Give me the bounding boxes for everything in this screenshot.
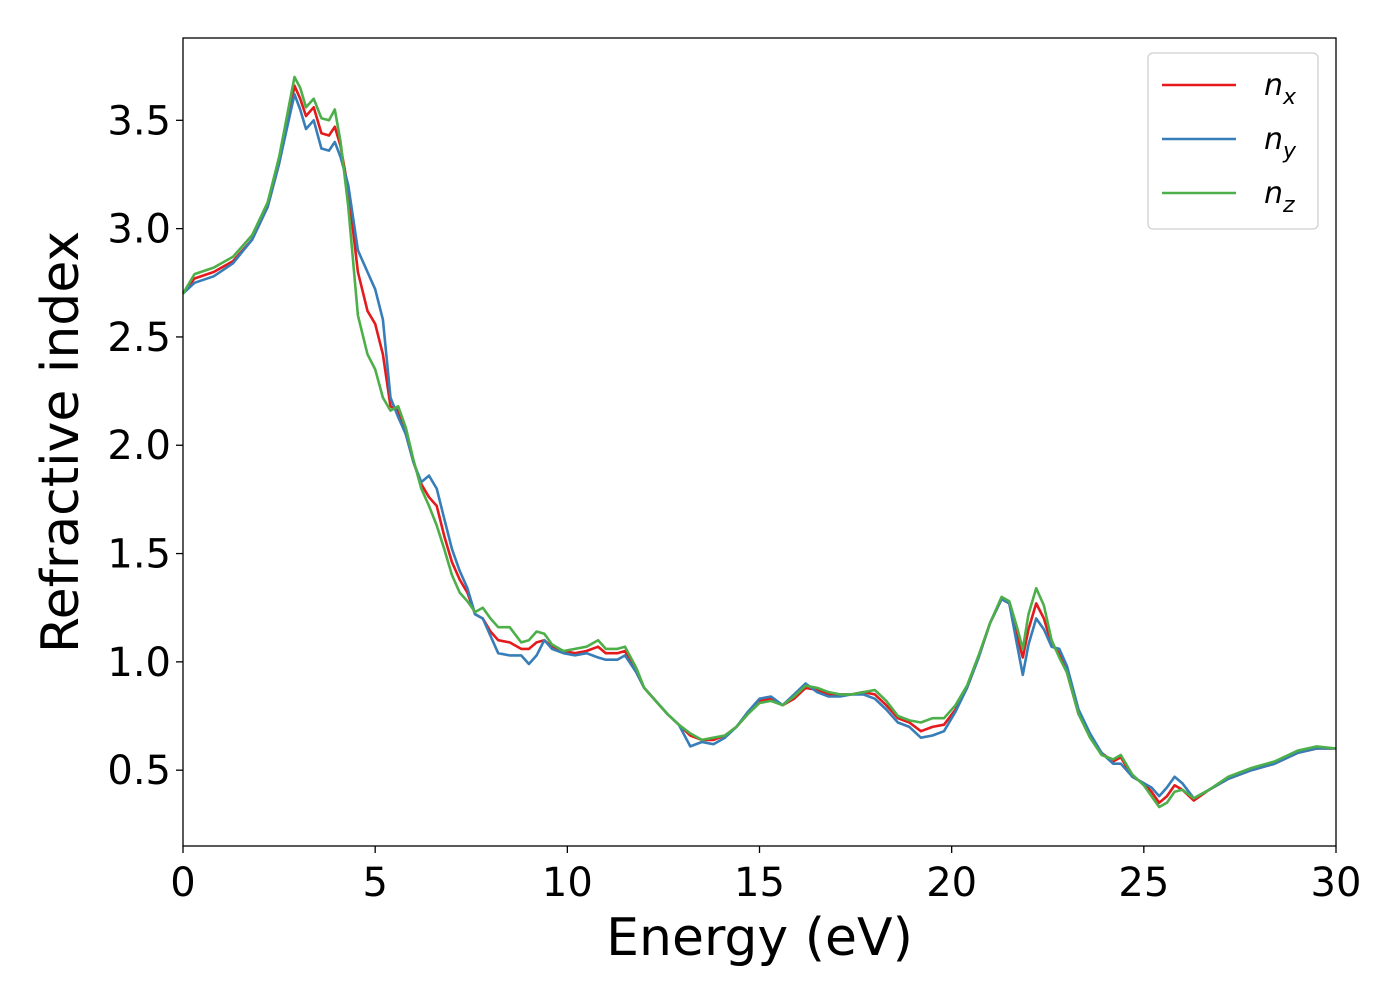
y-tick-label: 1.5 xyxy=(107,532,171,578)
series-line-y xyxy=(182,93,1336,800)
y-tick-label: 2.0 xyxy=(107,423,171,469)
x-tick-label: 20 xyxy=(926,860,977,906)
x-tick-label: 5 xyxy=(362,860,387,906)
y-tick-label: 3.5 xyxy=(107,98,171,144)
x-tick-label: 0 xyxy=(170,860,195,906)
y-tick-label: 1.0 xyxy=(107,640,171,686)
series-line-z xyxy=(181,75,1337,809)
x-tick-label: 30 xyxy=(1311,860,1362,906)
x-tick-label: 10 xyxy=(542,860,593,906)
y-axis-title: Refractive index xyxy=(31,231,91,653)
legend: nx ny nz xyxy=(1147,52,1319,230)
legend-label-z: nz xyxy=(1264,176,1295,218)
legend-label-x: nx xyxy=(1264,68,1297,110)
x-axis-title: Energy (eV) xyxy=(606,908,913,968)
x-axis-ticks: 0 5 10 15 20 25 30 xyxy=(170,846,1361,906)
y-tick-label: 0.5 xyxy=(107,748,171,794)
legend-box xyxy=(1147,52,1319,230)
y-tick-label: 3.0 xyxy=(107,207,171,253)
x-tick-label: 15 xyxy=(734,860,785,906)
legend-label-y: ny xyxy=(1264,122,1297,164)
y-axis-ticks: 0.5 1.0 1.5 2.0 2.5 3.0 3.5 xyxy=(107,98,183,794)
plot-lines xyxy=(181,75,1337,809)
x-tick-label: 25 xyxy=(1118,860,1169,906)
y-tick-label: 2.5 xyxy=(107,315,171,361)
